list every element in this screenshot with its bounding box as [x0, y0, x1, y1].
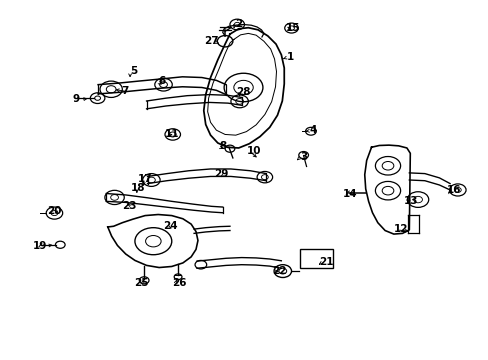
Text: 19: 19 — [33, 241, 47, 251]
Text: 1: 1 — [286, 52, 294, 62]
Text: 14: 14 — [342, 189, 357, 199]
Text: 16: 16 — [446, 185, 460, 195]
Text: 17: 17 — [138, 174, 153, 184]
Text: 5: 5 — [130, 67, 137, 76]
Text: 20: 20 — [47, 206, 61, 216]
Text: 13: 13 — [403, 195, 417, 206]
Text: 27: 27 — [204, 36, 219, 45]
Text: 2: 2 — [235, 19, 242, 29]
Text: 10: 10 — [246, 146, 261, 156]
Text: 18: 18 — [130, 183, 145, 193]
Text: 3: 3 — [300, 152, 306, 162]
Text: 4: 4 — [308, 125, 316, 135]
Text: 22: 22 — [272, 266, 286, 276]
Text: 25: 25 — [134, 278, 149, 288]
Text: 26: 26 — [171, 278, 186, 288]
Bar — [299, 249, 332, 268]
Text: 8: 8 — [219, 141, 226, 151]
Text: 12: 12 — [392, 224, 407, 234]
Text: 11: 11 — [164, 130, 179, 139]
Text: 7: 7 — [121, 86, 128, 96]
Text: 24: 24 — [163, 221, 178, 230]
Text: 29: 29 — [214, 168, 228, 179]
Text: 6: 6 — [158, 76, 165, 86]
Text: 9: 9 — [72, 94, 79, 104]
Text: 23: 23 — [122, 201, 137, 211]
Text: 28: 28 — [235, 87, 250, 97]
Text: 21: 21 — [318, 257, 332, 267]
Text: 15: 15 — [285, 23, 300, 33]
